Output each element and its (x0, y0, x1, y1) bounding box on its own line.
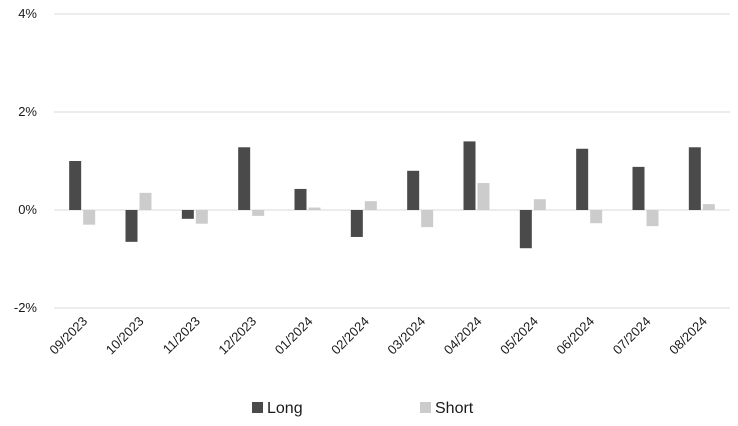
y-tick-label: 2% (18, 104, 37, 119)
bar-long-06-2024 (576, 148, 589, 210)
bar-short-09-2023 (83, 210, 96, 225)
bar-long-01-2024 (294, 188, 307, 210)
bar-short-11-2023 (195, 210, 208, 224)
bar-long-09-2023 (69, 161, 82, 210)
x-tick-label: 04/2024 (441, 314, 485, 358)
bar-short-04-2024 (477, 183, 490, 210)
bar-long-11-2023 (181, 210, 194, 219)
bar-long-05-2024 (519, 210, 532, 249)
bar-short-12-2023 (252, 210, 265, 216)
gridlines (54, 13, 730, 309)
bar-short-10-2023 (139, 192, 152, 210)
bar-long-04-2024 (463, 141, 476, 210)
x-tick-label: 01/2024 (272, 314, 316, 358)
bar-long-12-2023 (238, 147, 251, 210)
bar-long-03-2024 (407, 170, 420, 210)
legend-item-short: Short (420, 400, 474, 417)
y-axis-tick-labels: -2% 0% 2% 4% (14, 6, 38, 315)
x-tick-label: 07/2024 (610, 314, 654, 358)
x-tick-label: 12/2023 (215, 314, 259, 358)
legend-label: Short (435, 400, 474, 417)
x-axis-tick-labels: 09/2023 10/2023 11/2023 12/2023 01/2024 02/20… (46, 314, 710, 358)
x-tick-label: 06/2024 (553, 314, 597, 358)
y-tick-label: -2% (14, 300, 38, 315)
bar-short-07-2024 (646, 210, 659, 227)
x-tick-label: 09/2023 (46, 314, 90, 358)
x-tick-label: 10/2023 (103, 314, 147, 358)
bar-long-07-2024 (632, 166, 645, 210)
legend-item-long: Long (252, 400, 303, 417)
bar-long-10-2023 (125, 210, 138, 242)
y-tick-label: 0% (18, 202, 37, 217)
bar-short-01-2024 (308, 207, 321, 210)
x-tick-label: 03/2024 (384, 314, 428, 358)
x-tick-label: 05/2024 (497, 314, 541, 358)
legend: Long Short (252, 400, 474, 417)
legend-swatch (252, 402, 263, 413)
bar-short-06-2024 (590, 210, 603, 224)
legend-label: Long (267, 400, 303, 417)
x-tick-label: 02/2024 (328, 314, 372, 358)
bar-short-03-2024 (421, 210, 434, 228)
bar-long-02-2024 (350, 210, 363, 237)
bar-short-08-2024 (702, 204, 715, 210)
y-tick-label: 4% (18, 6, 37, 21)
x-tick-label: 11/2023 (160, 314, 203, 357)
bars (69, 141, 715, 249)
bar-long-08-2024 (688, 147, 701, 210)
bar-short-02-2024 (364, 201, 377, 210)
legend-swatch (420, 402, 431, 413)
x-tick-label: 08/2024 (666, 314, 710, 358)
bar-short-05-2024 (533, 199, 546, 210)
